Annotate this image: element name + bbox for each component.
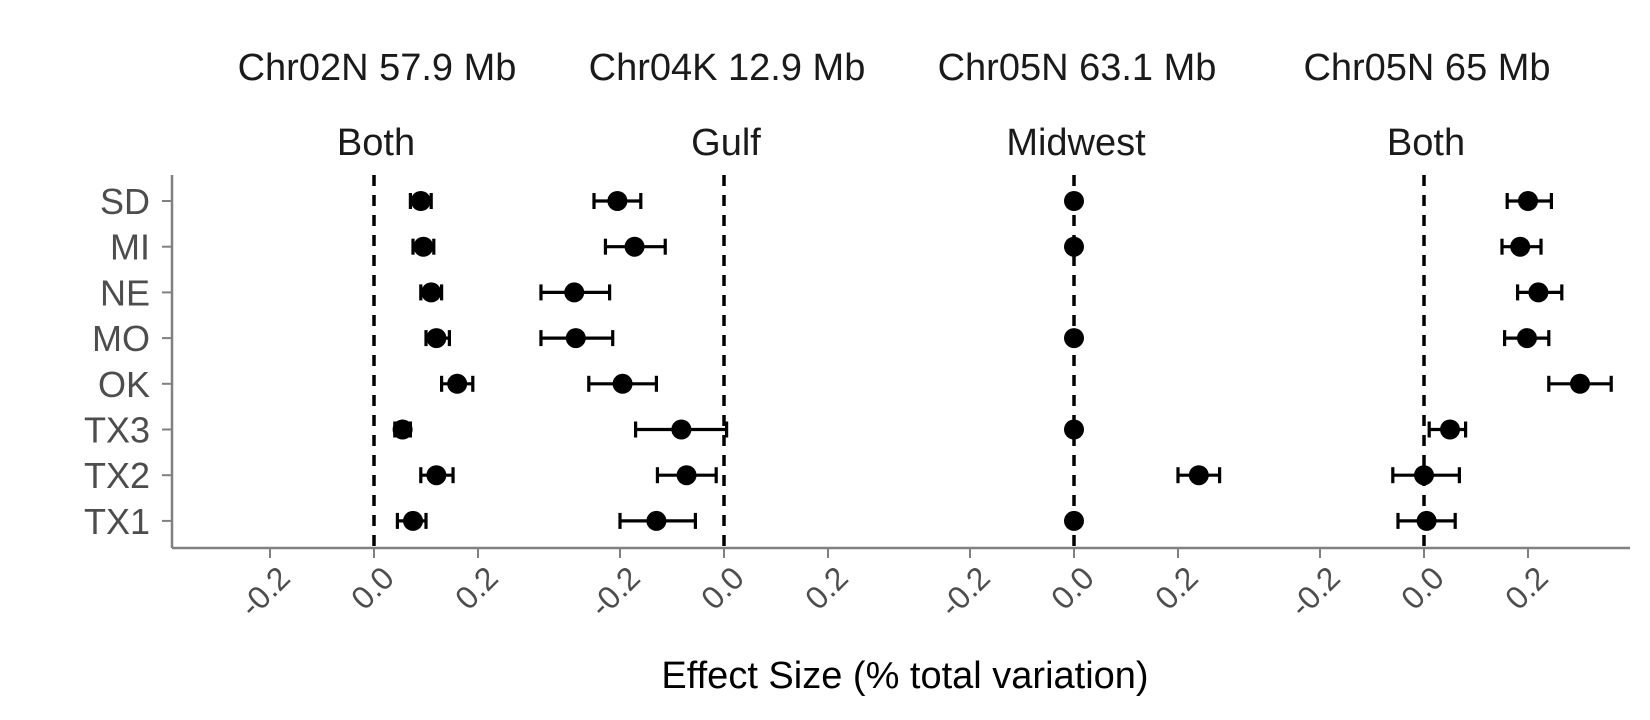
data-point [1064,236,1084,257]
row-label: TX1 [84,501,150,542]
facet-title: Chr02N 57.9 Mb [238,47,517,89]
group-label: Both [337,122,415,164]
data-point [646,510,667,531]
row-label: NE [100,272,150,313]
row-label: TX3 [84,410,150,451]
group-label: Gulf [691,122,761,164]
row-label: MI [110,227,150,268]
data-point [403,510,423,531]
row-label: SD [100,181,150,222]
x-tick-label: 0.0 [344,559,401,616]
x-tick-label: -0.2 [1283,559,1347,623]
data-point [671,419,692,440]
data-point [392,419,413,440]
facet-title: Chr04K 12.9 Mb [589,47,866,89]
x-tick-label: -0.2 [583,559,647,623]
data-point [1064,328,1084,349]
x-tick-label: 0.2 [1498,559,1555,616]
data-point [564,282,585,303]
data-point [421,282,442,303]
data-point [1064,191,1084,211]
facet-titles: Chr02N 57.9 Mb Chr04K 12.9 Mb Chr05N 63.… [238,47,1551,89]
row-label: OK [98,364,150,405]
data-point [410,191,431,211]
x-tick-label: 0.2 [448,559,505,616]
data-point [1064,419,1084,440]
data-point [447,373,468,394]
data-point [1188,465,1209,486]
x-tick-label: 0.2 [798,559,855,616]
row-label: MO [92,318,150,359]
facet-title: Chr05N 65 Mb [1303,47,1550,89]
x-tick-label: 0.0 [694,559,751,616]
data-point [1440,419,1460,440]
x-axis-title: Effect Size (% total variation) [661,655,1148,697]
data-point [565,328,586,349]
data-point [1064,510,1084,531]
data-point [612,373,633,394]
data-point [426,465,447,486]
data-point [1570,373,1590,394]
x-tick-label: -0.2 [933,559,997,623]
data-point [1518,191,1538,211]
data-point [1414,465,1434,486]
x-tick-label: 0.2 [1148,559,1205,616]
data-point [607,191,628,211]
x-tick-label: -0.2 [233,559,297,623]
data-point [426,328,447,349]
x-tick-label: 0.0 [1044,559,1101,616]
data-point [413,236,434,257]
x-tick-label: 0.0 [1394,559,1451,616]
data-point [1516,328,1537,349]
row-label: TX2 [84,455,150,496]
group-label: Both [1387,122,1465,164]
data-point [1528,282,1549,303]
data-point [624,236,645,257]
data-point [676,465,697,486]
group-label: Midwest [1006,122,1146,164]
facet-title: Chr05N 63.1 Mb [938,47,1217,89]
data-point [1510,236,1531,257]
data-point [1416,510,1437,531]
